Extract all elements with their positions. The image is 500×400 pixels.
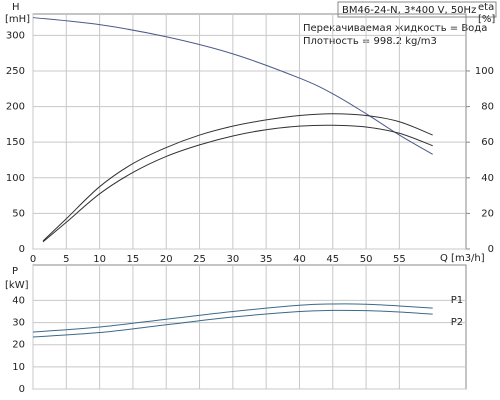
- x-tick-label: 40: [293, 254, 306, 265]
- x-tick-label: 20: [160, 254, 173, 265]
- curve: [42, 113, 433, 242]
- y2-axis-label: eta: [478, 2, 494, 13]
- y2-axis-unit: [%]: [478, 14, 495, 25]
- x-tick-label: 0: [30, 254, 36, 265]
- annotation: Перекачиваемая жидкость = Вода: [303, 23, 487, 34]
- x-tick-label: 35: [260, 254, 273, 265]
- x-axis-label: Q [m3/h]: [440, 253, 485, 264]
- y-tick-label: 100: [6, 173, 25, 184]
- x-tick-label: 15: [127, 254, 140, 265]
- y-tick-label: 0: [19, 244, 25, 255]
- x-tick-label: 50: [360, 254, 373, 265]
- y-tick-label: 40: [12, 295, 25, 306]
- curve: [32, 309, 433, 338]
- x-tick-label: 30: [226, 254, 239, 265]
- y-tick-label: 50: [12, 208, 25, 219]
- y-axis-unit: [mH]: [5, 14, 30, 25]
- y-axis-unit: [kW]: [5, 280, 29, 291]
- y-tick-label: 150: [6, 137, 25, 148]
- curve: [32, 17, 433, 155]
- y-tick-label: 20: [12, 340, 25, 351]
- y-axis-label: P: [12, 266, 18, 277]
- chart-title: BM46-24-N, 3*400 V, 50Hz: [342, 5, 476, 16]
- y2-tick-label: 20: [481, 208, 494, 219]
- y-tick-label: 0: [19, 384, 25, 395]
- y2-tick-label: 100: [475, 66, 494, 77]
- x-tick-label: 10: [93, 254, 106, 265]
- y-tick-label: 300: [6, 30, 25, 41]
- y2-tick-label: 80: [481, 102, 494, 113]
- y-tick-label: 30: [12, 318, 25, 329]
- x-tick-label: 45: [326, 254, 339, 265]
- annotation: Плотность = 998.2 kg/m3: [303, 36, 437, 47]
- title-box: [337, 1, 497, 18]
- legend-label: P2: [451, 317, 463, 328]
- y-tick-label: 250: [6, 66, 25, 77]
- y-tick-label: 200: [6, 102, 25, 113]
- y2-tick-label: 0: [488, 244, 494, 255]
- curve: [42, 124, 433, 243]
- y-tick-label: 10: [12, 362, 25, 373]
- curve: [32, 303, 433, 333]
- y2-tick-label: 40: [481, 173, 494, 184]
- y-axis-label: H: [12, 2, 20, 13]
- x-tick-label: 5: [63, 254, 69, 265]
- x-tick-label: 25: [193, 254, 206, 265]
- x-tick-label: 55: [393, 254, 406, 265]
- y2-tick-label: 60: [481, 137, 494, 148]
- legend-label: P1: [451, 295, 463, 306]
